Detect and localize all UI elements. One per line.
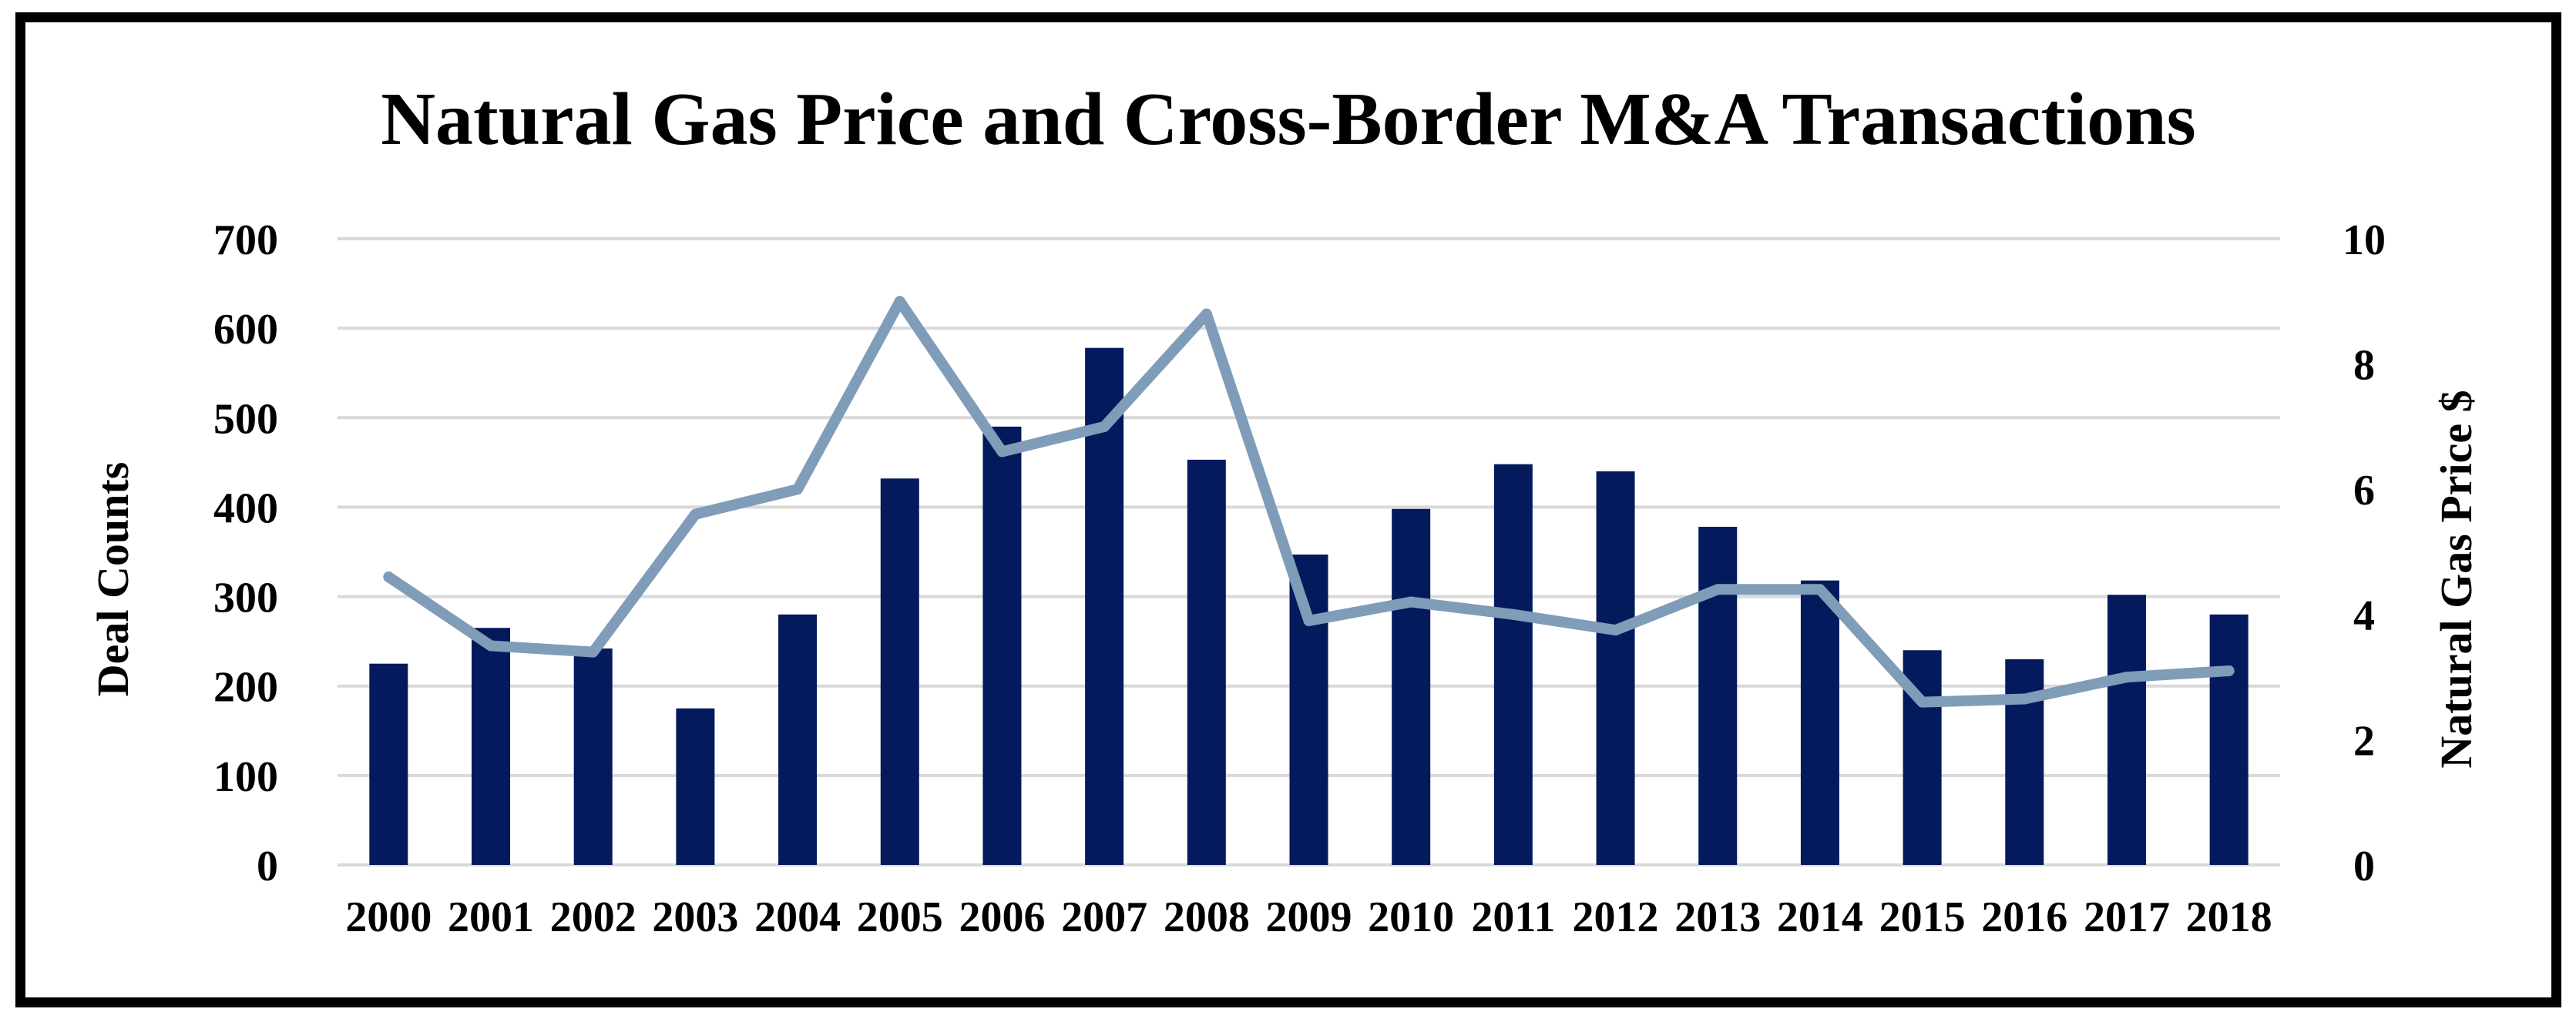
x-axis-tick-label: 2014	[1777, 893, 1863, 941]
x-axis-tick-label: 2008	[1164, 893, 1250, 941]
bar-2002	[573, 648, 613, 865]
bar-2010	[1392, 508, 1431, 865]
x-axis-tick-label: 2018	[2186, 893, 2272, 941]
gas-price-point-2001	[485, 640, 497, 652]
right-axis-tick-label: 6	[2353, 467, 2375, 514]
left-axis-title: Deal Counts	[88, 462, 138, 697]
left-axis-tick-label: 700	[213, 216, 278, 264]
bar-2001	[472, 628, 511, 865]
left-axis-tick-label: 300	[213, 575, 278, 622]
gas-price-point-2013	[1712, 584, 1724, 595]
gas-price-point-2010	[1406, 596, 1417, 608]
bar-2016	[2005, 659, 2044, 865]
gas-price-point-2005	[894, 296, 905, 307]
bar-2004	[778, 614, 818, 865]
gas-price-point-2002	[587, 646, 599, 658]
left-axis-tick-label: 100	[213, 753, 278, 801]
gas-price-point-2000	[383, 571, 395, 583]
gas-price-point-2015	[1916, 696, 1928, 708]
right-axis-ticks: 0 2 4 6 8 10	[2343, 216, 2386, 890]
x-axis-ticks: 2000 2001 2002 2003 2004 2005 2006 2007 2008 2009…	[345, 893, 2272, 941]
gas-price-line-series	[383, 296, 2235, 708]
right-axis-title: Natural Gas Price $	[2431, 390, 2481, 768]
x-axis-tick-label: 2005	[857, 893, 943, 941]
right-axis-tick-label: 10	[2343, 216, 2386, 264]
x-axis-tick-label: 2002	[550, 893, 636, 941]
right-axis-tick-label: 8	[2353, 342, 2375, 390]
x-axis-tick-label: 2017	[2084, 893, 2170, 941]
bar-2017	[2107, 595, 2146, 865]
x-axis-tick-label: 2016	[1981, 893, 2067, 941]
bar-2013	[1698, 526, 1738, 865]
gas-price-point-2014	[1814, 584, 1825, 595]
chart-svg: Natural Gas Price and Cross-Border M&A T…	[88, 78, 2481, 941]
left-axis-tick-label: 200	[213, 664, 278, 712]
gas-price-point-2008	[1201, 308, 1212, 320]
bar-2003	[676, 708, 715, 865]
left-axis-tick-label: 600	[213, 306, 278, 354]
left-axis-tick-label: 500	[213, 395, 278, 443]
x-axis-tick-label: 2012	[1573, 893, 1659, 941]
gas-price-point-2017	[2121, 672, 2132, 683]
x-axis-tick-label: 2007	[1061, 893, 1147, 941]
gas-price-point-2011	[1507, 608, 1519, 620]
left-axis-tick-label: 400	[213, 484, 278, 532]
bar-2014	[1800, 580, 1839, 865]
bar-2011	[1493, 464, 1533, 865]
bar-2012	[1596, 471, 1635, 865]
x-axis-tick-label: 2001	[448, 893, 534, 941]
x-axis-tick-label: 2003	[652, 893, 738, 941]
x-axis-tick-label: 2006	[959, 893, 1045, 941]
bar-2018	[2209, 614, 2249, 865]
x-axis-tick-label: 2013	[1674, 893, 1761, 941]
bar-2008	[1187, 459, 1226, 865]
right-axis-tick-label: 2	[2353, 717, 2375, 765]
gas-price-point-2003	[690, 508, 701, 520]
bar-2006	[982, 426, 1022, 865]
deal-count-bars	[369, 347, 2249, 865]
gas-price-point-2009	[1303, 615, 1315, 626]
bar-2009	[1289, 554, 1328, 865]
x-axis-tick-label: 2011	[1471, 893, 1555, 941]
gas-price-point-2012	[1610, 625, 1621, 636]
gas-price-point-2016	[2019, 693, 2030, 705]
x-axis-tick-label: 2000	[345, 893, 432, 941]
bar-2000	[369, 663, 408, 865]
gas-price-point-2007	[1099, 421, 1110, 432]
gas-price-point-2006	[996, 446, 1008, 458]
chart-title: Natural Gas Price and Cross-Border M&A T…	[381, 78, 2196, 161]
x-axis-tick-label: 2009	[1266, 893, 1352, 941]
x-axis-tick-label: 2015	[1879, 893, 1966, 941]
right-axis-tick-label: 0	[2353, 843, 2375, 890]
gas-price-point-2018	[2223, 665, 2235, 676]
chart-frame: Natural Gas Price and Cross-Border M&A T…	[15, 12, 2561, 1007]
right-axis-tick-label: 4	[2353, 592, 2375, 640]
left-axis-tick-label: 0	[257, 843, 278, 890]
x-axis-tick-label: 2010	[1368, 893, 1454, 941]
x-axis-tick-label: 2004	[754, 893, 841, 941]
gas-price-point-2004	[792, 484, 804, 495]
left-axis-ticks: 0 100 200 300 400 500 600 700	[213, 216, 278, 890]
bar-2005	[880, 478, 919, 865]
